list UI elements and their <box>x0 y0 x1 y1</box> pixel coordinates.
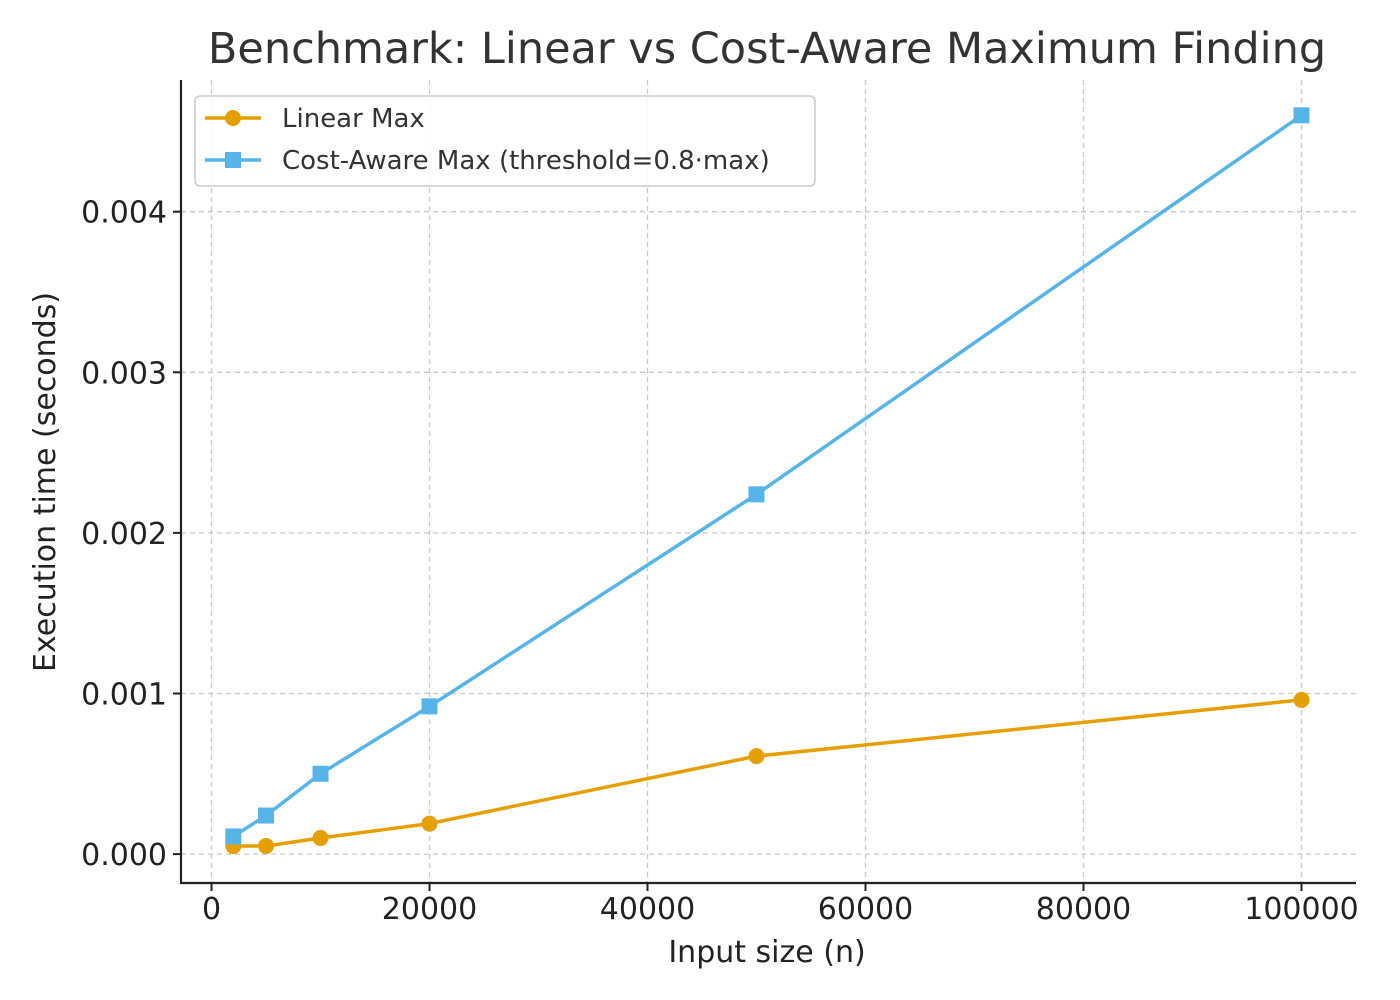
legend-item-linear-max: Linear Max <box>205 104 425 134</box>
y-tick-label: 0.003 <box>81 356 167 391</box>
y-axis-label: Execution time (seconds) <box>28 292 63 672</box>
data-point-circle <box>748 748 765 765</box>
y-tick-label: 0.004 <box>81 196 167 231</box>
data-point-square <box>258 807 275 824</box>
axes-spine <box>179 80 1356 885</box>
data-point-square <box>748 486 765 503</box>
data-point-circle <box>312 830 329 847</box>
data-point-square <box>225 828 242 845</box>
data-point-square <box>421 698 438 715</box>
legend-item-cost-aware-max: Cost-Aware Max (threshold=0.8·max) <box>205 146 770 176</box>
legend-circle-marker <box>225 110 241 126</box>
series-layer <box>225 107 1310 855</box>
data-point-square <box>312 765 329 782</box>
legend: Linear Max Cost-Aware Max (threshold=0.8… <box>194 95 816 187</box>
data-point-circle <box>421 815 438 832</box>
legend-label-linear-max: Linear Max <box>282 104 425 134</box>
chart-title: Benchmark: Linear vs Cost-Aware Maximum … <box>208 24 1326 74</box>
y-tick-label: 0.000 <box>81 838 167 873</box>
x-tick-label: 80000 <box>1036 892 1131 927</box>
x-tick-label: 20000 <box>382 892 477 927</box>
y-tick-label: 0.001 <box>81 677 167 712</box>
axes-layer: 0 20000 40000 60000 80000 100000 0.000 0.001 0.0… <box>81 80 1359 927</box>
x-axis-label: Input size (n) <box>668 935 865 970</box>
series-line-1 <box>232 113 1303 838</box>
x-tick-label: 0 <box>202 892 221 927</box>
legend-frame <box>194 95 816 187</box>
data-point-circle <box>258 838 275 855</box>
series-line-0 <box>233 698 1302 848</box>
data-point-circle <box>1293 691 1310 708</box>
x-tick-label: 100000 <box>1244 892 1359 927</box>
x-tick-label: 60000 <box>818 892 913 927</box>
grid-layer <box>181 80 1356 883</box>
data-point-square <box>1293 107 1310 124</box>
y-tick-label: 0.002 <box>81 517 167 552</box>
legend-square-marker <box>225 152 241 168</box>
legend-label-cost-aware-max: Cost-Aware Max (threshold=0.8·max) <box>282 146 770 176</box>
x-tick-label: 40000 <box>600 892 695 927</box>
